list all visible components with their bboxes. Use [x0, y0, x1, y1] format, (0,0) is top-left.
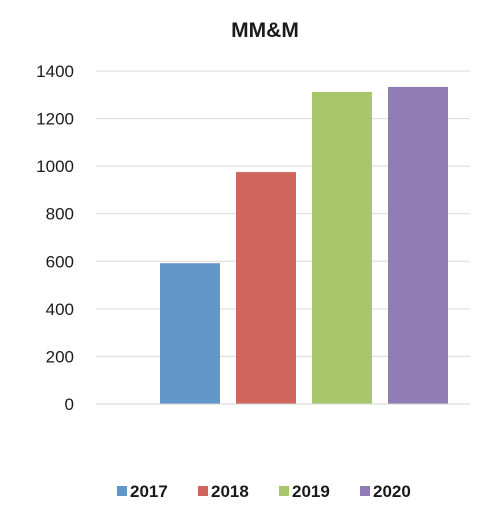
legend-item-2017: 2017 — [117, 482, 168, 501]
y-tick-label: 600 — [46, 252, 74, 271]
bars — [160, 86, 448, 404]
legend-label: 2019 — [292, 482, 330, 501]
legend: 2017 2018 2019 2020 — [117, 482, 411, 501]
legend-item-2020: 2020 — [360, 482, 411, 501]
y-tick-label: 200 — [46, 347, 74, 366]
legend-item-2019: 2019 — [279, 482, 330, 501]
legend-swatch — [117, 486, 127, 496]
chart-title: MM&M — [231, 19, 299, 42]
bar-2020 — [388, 86, 448, 404]
legend-swatch — [198, 486, 208, 496]
y-axis-ticks: 0 200 400 600 800 1000 1200 1400 — [36, 62, 74, 414]
legend-swatch — [360, 486, 370, 496]
legend-label: 2017 — [130, 482, 168, 501]
y-tick-label: 1400 — [36, 62, 74, 81]
y-tick-label: 400 — [46, 300, 74, 319]
y-tick-label: 1200 — [36, 110, 74, 129]
bar-2019 — [312, 91, 372, 404]
y-tick-label: 0 — [65, 395, 74, 414]
legend-label: 2020 — [373, 482, 411, 501]
y-tick-label: 1000 — [36, 157, 74, 176]
y-tick-label: 800 — [46, 205, 74, 224]
legend-swatch — [279, 486, 289, 496]
bar-2017 — [160, 263, 220, 404]
legend-label: 2018 — [211, 482, 249, 501]
bar-2018 — [236, 172, 296, 404]
legend-item-2018: 2018 — [198, 482, 249, 501]
